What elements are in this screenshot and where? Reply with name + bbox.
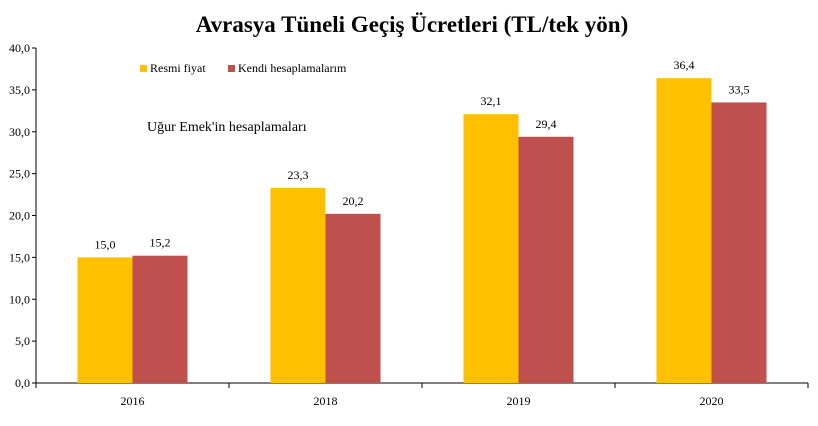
- data-label: 33,5: [729, 82, 750, 96]
- y-tick-label: 40,0: [9, 41, 30, 55]
- legend-label-kendi-hesaplamalarim: Kendi hesaplamalarım: [238, 61, 347, 75]
- bars: [77, 78, 767, 384]
- data-label: 20,2: [343, 194, 364, 208]
- bar: [77, 257, 133, 383]
- x-tick-label: 2016: [121, 394, 145, 408]
- x-tick-label: 2018: [314, 394, 338, 408]
- bar: [270, 187, 326, 383]
- annotation-text: Uğur Emek'in hesaplamaları: [147, 120, 307, 135]
- legend-swatch-resmi-fiyat: [140, 65, 147, 72]
- data-label: 29,4: [536, 117, 557, 131]
- bar: [132, 255, 188, 383]
- chart-title: Avrasya Tüneli Geçiş Ücretleri (TL/tek y…: [196, 12, 628, 37]
- bar: [518, 136, 574, 383]
- data-label: 15,0: [95, 237, 116, 251]
- x-axis-ticks: 2016 2018 2019 2020: [35, 383, 809, 408]
- bar: [325, 213, 381, 383]
- y-tick-label: 15,0: [9, 250, 30, 264]
- y-tick-label: 20,0: [9, 209, 30, 223]
- y-tick-label: 25,0: [9, 167, 30, 181]
- y-axis-ticks: 0,0 5,0 10,0 15,0 20,0 25,0 30,0 35,0 40,0: [9, 41, 36, 390]
- data-label: 32,1: [481, 94, 502, 108]
- legend-label-resmi-fiyat: Resmi fiyat: [150, 61, 206, 75]
- data-label: 15,2: [150, 236, 171, 250]
- data-label: 36,4: [674, 58, 695, 72]
- bar: [656, 78, 712, 384]
- data-label: 23,3: [288, 168, 309, 182]
- legend-swatch-kendi-hesaplamalarim: [228, 65, 235, 72]
- data-labels: 15,0 15,2 23,3 20,2 32,1 29,4 36,4 33,5: [95, 58, 750, 251]
- x-tick-label: 2019: [507, 394, 531, 408]
- y-tick-label: 5,0: [15, 334, 30, 348]
- bar: [463, 114, 519, 383]
- y-tick-label: 35,0: [9, 83, 30, 97]
- y-tick-label: 30,0: [9, 125, 30, 139]
- bar: [711, 102, 767, 383]
- legend: Resmi fiyat Kendi hesaplamalarım: [140, 61, 347, 75]
- x-tick-label: 2020: [700, 394, 724, 408]
- y-tick-label: 0,0: [15, 376, 30, 390]
- y-tick-label: 10,0: [9, 292, 30, 306]
